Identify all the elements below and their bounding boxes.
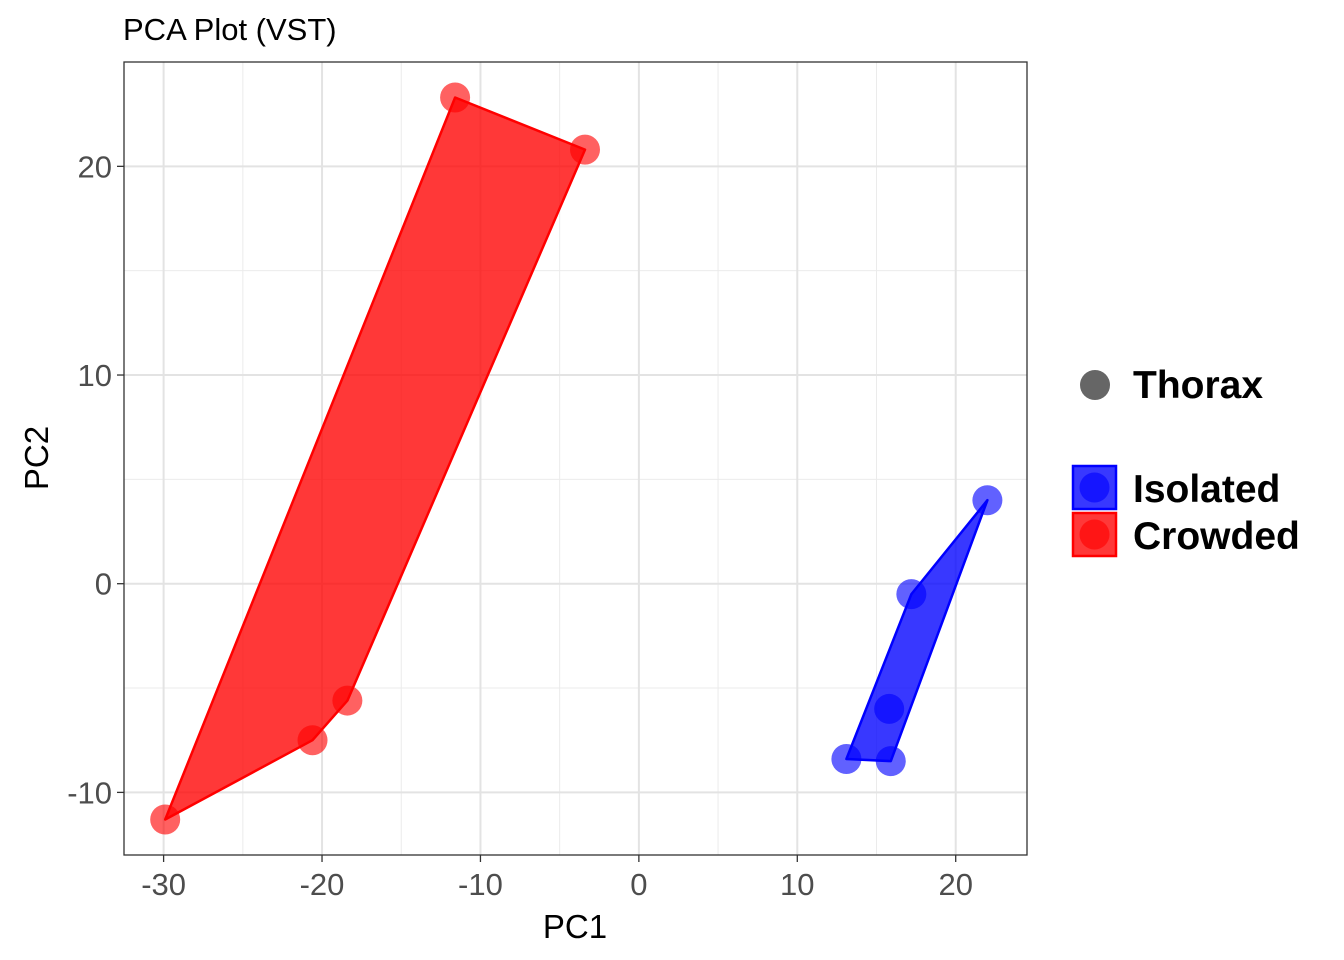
point-isolated	[972, 485, 1003, 516]
point-isolated	[896, 579, 927, 610]
y-tick-label: 20	[78, 149, 112, 184]
hull-crowded	[163, 96, 587, 821]
point-isolated	[874, 693, 905, 724]
legend-point-isolated	[1079, 472, 1110, 503]
shape-legend: Thorax	[1080, 364, 1263, 407]
x-tick-label: 10	[780, 867, 814, 902]
point-crowded	[440, 82, 471, 113]
x-tick-label: -20	[300, 867, 345, 902]
x-axis-ticks: -30 -20 -10 0 10 20	[141, 855, 973, 902]
points-layer	[150, 82, 1003, 835]
point-crowded	[570, 134, 601, 165]
y-tick-label: 0	[95, 567, 112, 602]
point-crowded	[297, 725, 328, 756]
plot-panel-border	[123, 61, 1028, 856]
point-crowded	[150, 804, 181, 835]
chart-title: PCA Plot (VST)	[123, 12, 337, 47]
shape-legend-label: Thorax	[1133, 364, 1263, 407]
shape-legend-key	[1080, 370, 1110, 400]
y-axis-title: PC2	[18, 426, 55, 490]
legend-point-crowded	[1079, 519, 1110, 550]
x-tick-label: -30	[141, 867, 186, 902]
point-isolated	[831, 744, 862, 775]
x-tick-label: -10	[458, 867, 503, 902]
y-axis-ticks: -10 0 10 20	[67, 149, 124, 810]
x-tick-label: 20	[938, 867, 972, 902]
y-tick-label: -10	[67, 775, 112, 810]
point-isolated	[875, 746, 906, 777]
legend-label-crowded: Crowded	[1133, 515, 1300, 558]
x-axis-title: PC1	[543, 908, 607, 945]
y-tick-label: 10	[78, 358, 112, 393]
x-tick-label: 0	[630, 867, 647, 902]
hull-layer	[163, 96, 989, 821]
point-crowded	[332, 685, 363, 716]
legend-label-isolated: Isolated	[1133, 468, 1280, 511]
